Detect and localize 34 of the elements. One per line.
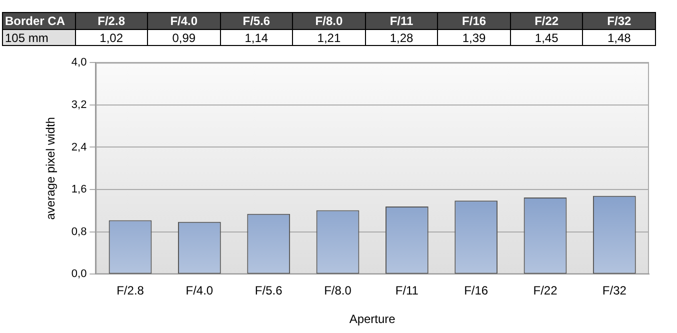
x-tick-label: F/22 [533,284,558,298]
data-label: 1,21 [292,30,366,46]
category-label: F/32 [607,14,632,28]
data-label: 1,39 [438,30,510,46]
data-label: 1,28 [365,30,438,46]
data-label: 1,02 [75,30,148,46]
y-tick-label: 4,0 [71,56,87,69]
x-axis-title: Aperture [349,312,396,326]
x-tick-label: F/5.6 [254,284,283,298]
category-label: F/16 [462,14,486,28]
category-label: F/5.6 [242,14,270,28]
data-label: 1,45 [510,30,583,46]
x-tick-label: F/32 [602,284,627,298]
data-label: 1,14 [220,30,293,46]
y-tick-label: 0,0 [71,268,87,280]
y-tick-label: 3,2 [71,98,87,111]
y-axis-title: average pixel width [44,117,58,220]
category-label: F/2.8 [98,14,125,28]
category-label: F/22 [534,14,559,28]
x-tick-label: F/11 [395,284,419,298]
y-tick-label: 2,4 [71,141,87,154]
chart-title: Border CA [2,12,76,30]
category-label: F/8.0 [315,14,343,28]
category-label: F/11 [390,14,414,28]
x-tick-label: F/2.8 [116,284,144,298]
data-label: 0,99 [148,30,220,46]
x-tick-label: F/16 [464,284,488,298]
x-tick-label: F/4.0 [186,284,214,298]
text: 105 mm [2,30,76,46]
x-tick-label: F/8.0 [324,284,352,298]
y-tick-label: 0,8 [71,226,87,238]
y-tick-label: 1,6 [71,184,87,196]
data-label: 1,48 [582,30,656,46]
category-label: F/4.0 [170,14,198,28]
